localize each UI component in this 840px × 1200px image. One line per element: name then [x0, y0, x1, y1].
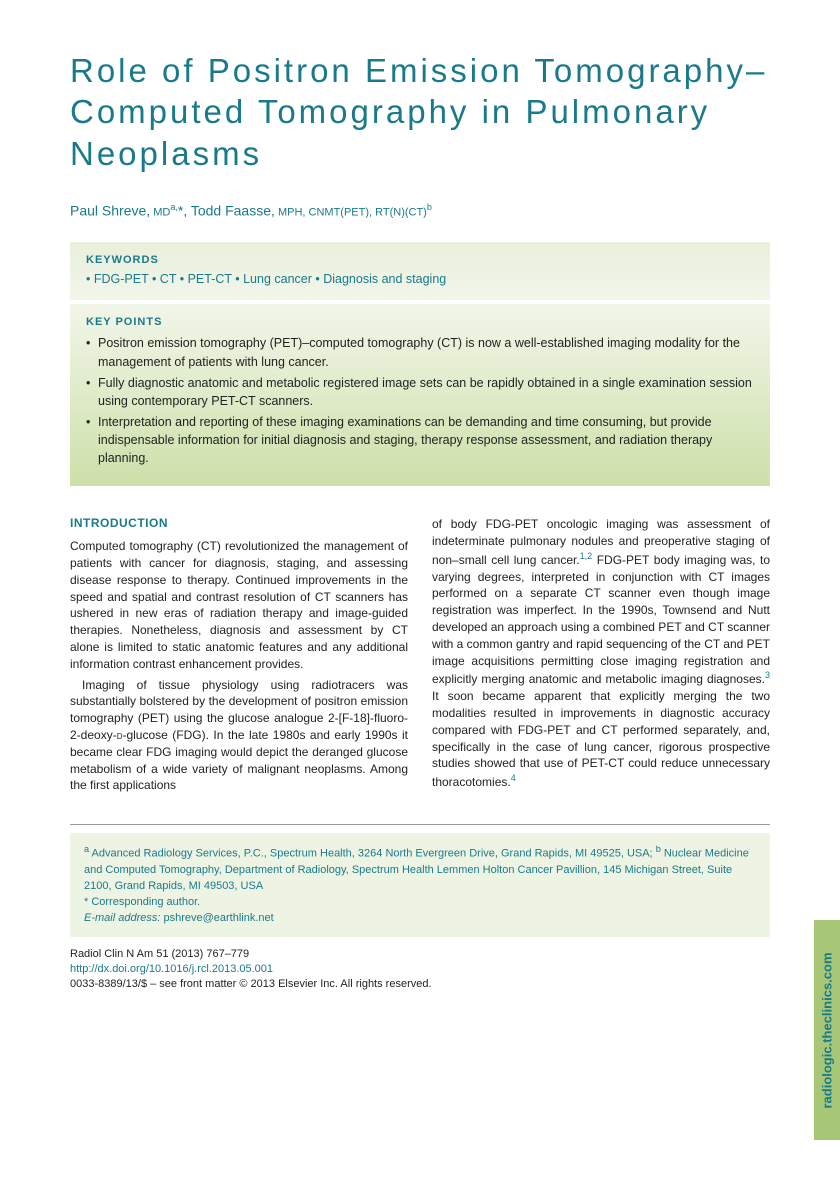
side-tab-url: radiologic.theclinics.com [820, 952, 835, 1108]
keypoint-2: Fully diagnostic anatomic and metabolic … [86, 374, 754, 410]
keypoint-1: Positron emission tomography (PET)–compu… [86, 334, 754, 370]
column-right: of body FDG-PET oncologic imaging was as… [432, 516, 770, 798]
email-line: E-mail address: pshreve@earthlink.net [84, 911, 756, 927]
intro-col2: of body FDG-PET oncologic imaging was as… [432, 516, 770, 791]
keywords-box: KEYWORDS • FDG-PET • CT • PET-CT • Lung … [70, 242, 770, 300]
author-2-affil-sup: b [427, 202, 432, 212]
author-1-affil-sup: a, [170, 202, 178, 212]
ref-4[interactable]: 4 [511, 773, 516, 783]
intro-para-2: Imaging of tissue physiology using radio… [70, 677, 408, 795]
author-1-name: Paul Shreve, [70, 202, 150, 218]
footer-divider [70, 824, 770, 825]
col2c: It soon became apparent that explicitly … [432, 689, 770, 789]
email-address[interactable]: pshreve@earthlink.net [160, 912, 273, 924]
footer-block: Radiol Clin N Am 51 (2013) 767–779 http:… [70, 947, 770, 993]
author-separator: , [183, 202, 191, 218]
doi-link[interactable]: http://dx.doi.org/10.1016/j.rcl.2013.05.… [70, 962, 770, 977]
affil-a-text: Advanced Radiology Services, P.C., Spect… [89, 848, 656, 860]
column-left: INTRODUCTION Computed tomography (CT) re… [70, 516, 408, 798]
keypoints-label: KEY POINTS [86, 316, 754, 328]
article-title: Role of Positron Emission Tomography–Com… [70, 50, 770, 174]
ref-1-2[interactable]: 1,2 [580, 551, 593, 561]
author-2-name: Todd Faasse, [191, 202, 275, 218]
email-label: E-mail address: [84, 912, 160, 924]
author-1-credentials: MD [150, 206, 170, 218]
keywords-list: • FDG-PET • CT • PET-CT • Lung cancer • … [86, 272, 754, 286]
issn-copyright: 0033-8389/13/$ – see front matter © 2013… [70, 977, 770, 992]
col2b: FDG-PET body imaging was, to varying deg… [432, 553, 770, 687]
intro-para-1: Computed tomography (CT) revolutionized … [70, 538, 408, 672]
author-2-credentials: MPH, CNMT(PET), RT(N)(CT) [275, 206, 427, 218]
journal-citation: Radiol Clin N Am 51 (2013) 767–779 [70, 947, 770, 962]
authors-line: Paul Shreve, MDa,*, Todd Faasse, MPH, CN… [70, 202, 770, 219]
keywords-label: KEYWORDS [86, 254, 754, 266]
corresponding-author: * Corresponding author. [84, 895, 756, 911]
introduction-heading: INTRODUCTION [70, 516, 408, 530]
keypoints-box: KEY POINTS Positron emission tomography … [70, 304, 770, 486]
keypoint-3: Interpretation and reporting of these im… [86, 413, 754, 467]
affiliation-text: a Advanced Radiology Services, P.C., Spe… [84, 843, 756, 894]
affiliations-box: a Advanced Radiology Services, P.C., Spe… [70, 833, 770, 936]
body-columns: INTRODUCTION Computed tomography (CT) re… [70, 516, 770, 798]
side-tab[interactable]: radiologic.theclinics.com [814, 920, 840, 1140]
ref-3[interactable]: 3 [765, 670, 770, 680]
